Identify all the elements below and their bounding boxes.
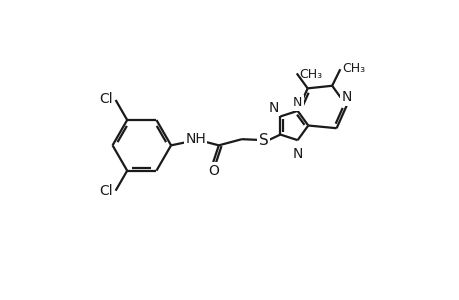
Text: O: O bbox=[207, 164, 218, 178]
Text: Cl: Cl bbox=[99, 92, 112, 106]
Text: N: N bbox=[341, 90, 351, 104]
Text: Cl: Cl bbox=[99, 184, 112, 199]
Text: NH: NH bbox=[185, 132, 206, 146]
Text: N: N bbox=[268, 101, 278, 115]
Text: N: N bbox=[292, 96, 302, 109]
Text: N: N bbox=[292, 147, 302, 161]
Text: S: S bbox=[258, 133, 268, 148]
Text: CH₃: CH₃ bbox=[342, 62, 365, 75]
Text: CH₃: CH₃ bbox=[298, 68, 321, 81]
